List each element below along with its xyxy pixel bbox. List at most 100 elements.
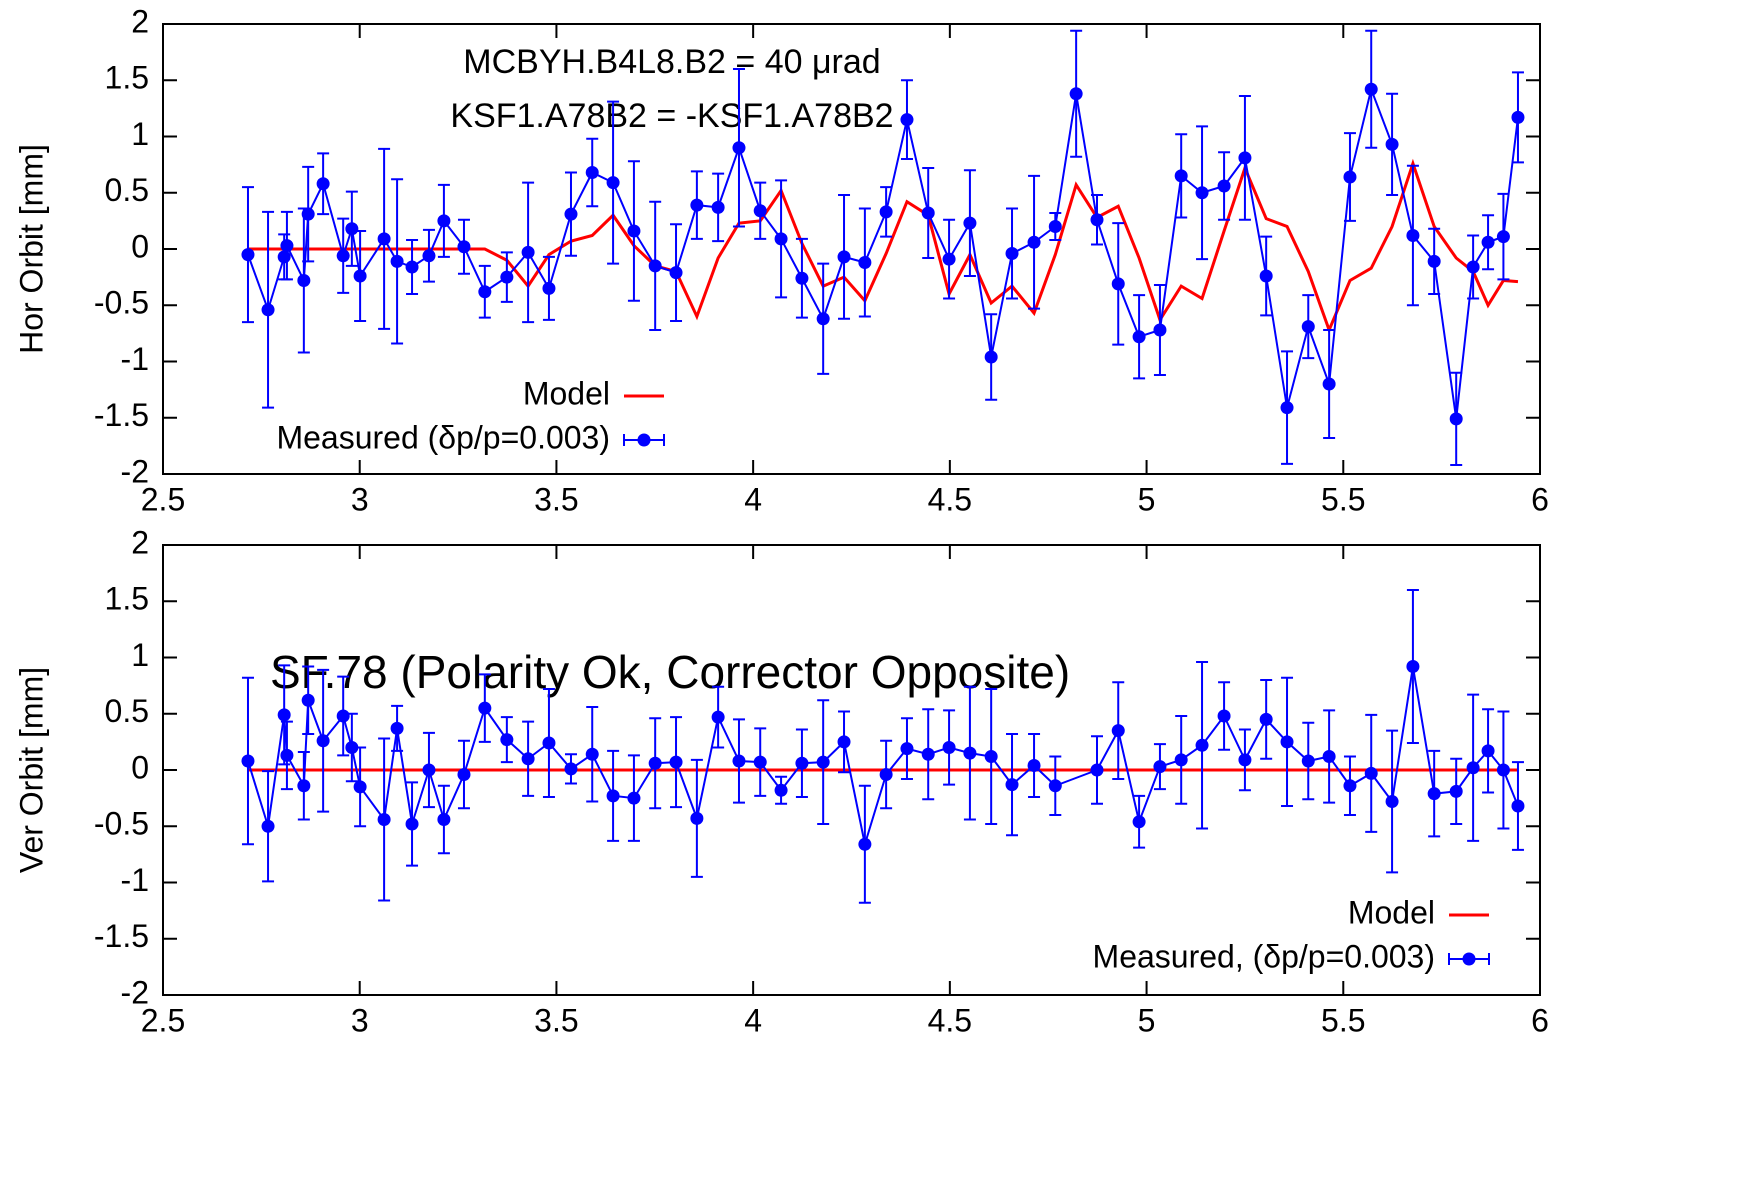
data-point [478, 285, 492, 299]
data-point [1111, 724, 1125, 738]
data-point [316, 734, 330, 748]
data-point [241, 754, 255, 768]
x-tick-label: 6 [1531, 481, 1549, 517]
data-point [774, 232, 788, 246]
data-point [753, 204, 767, 218]
data-point [336, 249, 350, 263]
data-point [564, 207, 578, 221]
data-point [753, 755, 767, 769]
data-point [1406, 229, 1420, 242]
x-tick-label: 6 [1531, 1002, 1549, 1038]
data-point [297, 779, 311, 793]
y-tick-label: 1 [131, 637, 149, 673]
data-point [1511, 799, 1525, 813]
y-tick-label: 0 [131, 749, 149, 785]
data-point [858, 837, 872, 851]
data-point [1280, 401, 1294, 415]
data-point [353, 780, 367, 794]
data-point [1111, 277, 1125, 291]
y-tick-label: -0.5 [94, 285, 149, 321]
data-point [457, 768, 471, 781]
data-point [1238, 753, 1252, 767]
data-point [1385, 137, 1399, 151]
data-point [879, 768, 893, 781]
legend-label: Model [523, 375, 610, 411]
data-point [669, 266, 683, 280]
data-point [521, 752, 535, 766]
data-point [879, 205, 893, 219]
x-tick-label: 3.5 [534, 1002, 578, 1038]
data-point [1153, 760, 1167, 774]
data-point [774, 783, 788, 797]
data-point [711, 710, 725, 724]
data-point [1090, 213, 1104, 227]
data-point [984, 350, 998, 364]
x-tick-label: 5 [1138, 481, 1156, 517]
annotation: SF.78 (Polarity Ok, Corrector Opposite) [270, 646, 1070, 698]
data-point [1449, 784, 1463, 798]
y-tick-label: 0 [131, 228, 149, 264]
data-point [261, 819, 275, 833]
data-point [280, 239, 294, 253]
data-point [816, 755, 830, 769]
data-point [1427, 254, 1441, 268]
data-point [437, 214, 451, 228]
data-point [316, 177, 330, 191]
data-point [1174, 753, 1188, 767]
data-point [437, 813, 451, 826]
data-point [627, 791, 641, 805]
legend-marker [637, 433, 651, 447]
data-point [277, 708, 291, 722]
data-point [1301, 754, 1315, 768]
data-point [585, 166, 599, 179]
data-point [277, 250, 291, 264]
data-point [1259, 269, 1273, 283]
data-point [900, 742, 914, 756]
legend-errorbar [1448, 953, 1490, 965]
data-point [963, 216, 977, 230]
data-point [816, 312, 830, 326]
data-point [1406, 660, 1420, 673]
data-point [984, 750, 998, 763]
data-point [1217, 179, 1231, 193]
data-point [858, 256, 872, 269]
data-point [1364, 766, 1378, 780]
x-tick-label: 3.5 [534, 481, 578, 517]
legend-label: Measured, (δp/p=0.003) [1093, 938, 1435, 974]
legend-errorbar [623, 434, 665, 446]
data-point [669, 755, 683, 769]
data-point [921, 206, 935, 220]
y-tick-label: -0.5 [94, 806, 149, 842]
data-point [1195, 738, 1209, 752]
x-tick-label: 3 [351, 481, 369, 517]
data-point [500, 270, 514, 284]
annotation: KSF1.A78B2 = -KSF1.A78B2 [450, 97, 893, 135]
data-point [1090, 763, 1104, 777]
data-point [1174, 169, 1188, 183]
y-tick-label: -1.5 [94, 397, 149, 433]
data-point [241, 248, 255, 262]
data-point [1322, 377, 1336, 391]
legend-label: Model [1348, 894, 1435, 930]
y-tick-label: 1.5 [105, 581, 149, 617]
data-point [1132, 330, 1146, 344]
annotation: MCBYH.B4L8.B2 = 40 μrad [463, 43, 880, 81]
data-point [422, 249, 436, 263]
data-point [1481, 744, 1495, 758]
data-point [711, 200, 725, 214]
data-point [1217, 709, 1231, 723]
y-tick-label: -2 [121, 974, 149, 1010]
data-point [390, 721, 404, 735]
data-point [648, 259, 662, 273]
x-tick-label: 4 [744, 481, 762, 517]
data-point [301, 693, 315, 707]
x-tick-label: 4.5 [928, 481, 972, 517]
x-tick-label: 3 [351, 1002, 369, 1038]
data-point [261, 303, 275, 317]
data-point [297, 274, 311, 287]
data-point [1027, 759, 1041, 772]
x-tick-label: 5.5 [1321, 1002, 1365, 1038]
data-point [377, 813, 391, 826]
data-point [606, 176, 620, 190]
